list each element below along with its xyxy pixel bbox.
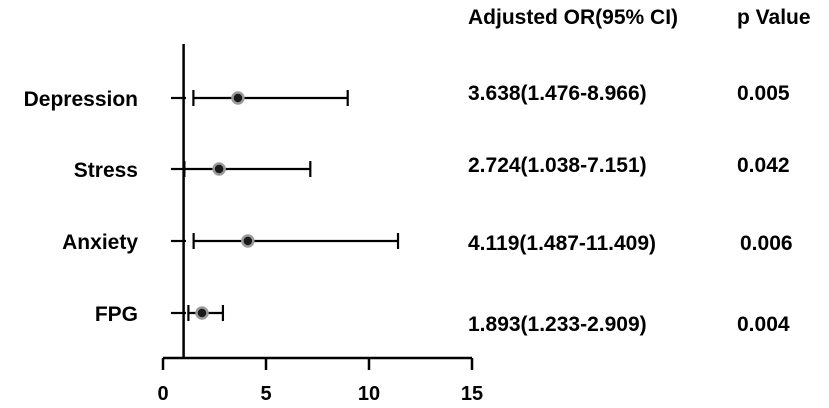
p-value-stress: 0.042 [737, 154, 790, 177]
or-point-anxiety [241, 234, 255, 248]
row-fpg: FPG 1.893(1.233-2.909) 0.004 [95, 303, 790, 336]
row-label-fpg: FPG [95, 303, 138, 326]
rows-layer: Depression 3.638(1.476-8.966) 0.005 Stress 2… [24, 82, 793, 336]
x-tick-label-15: 15 [461, 383, 483, 405]
p-value-depression: 0.005 [737, 82, 790, 105]
row-depression: Depression 3.638(1.476-8.966) 0.005 [24, 82, 790, 111]
estimate-column-header: Adjusted OR(95% CI) [468, 6, 678, 29]
or-point-depression [231, 91, 245, 105]
or-point-stress [212, 162, 226, 176]
p-value-fpg: 0.004 [737, 313, 790, 336]
row-label-stress: Stress [74, 159, 138, 182]
estimate-text-fpg: 1.893(1.233-2.909) [468, 313, 647, 336]
p-value-column-header: p Value [737, 6, 811, 29]
row-label-anxiety: Anxiety [62, 231, 138, 254]
estimate-text-anxiety: 4.119(1.487-11.409) [468, 232, 656, 255]
p-value-anxiety: 0.006 [740, 232, 793, 255]
x-tick-label-10: 10 [358, 383, 380, 405]
estimate-text-depression: 3.638(1.476-8.966) [468, 82, 647, 105]
row-anxiety: Anxiety 4.119(1.487-11.409) 0.006 [62, 231, 792, 255]
axis-layer: 0 5 10 15 [157, 44, 483, 405]
row-label-depression: Depression [24, 88, 138, 111]
estimate-text-stress: 2.724(1.038-7.151) [468, 154, 647, 177]
or-point-fpg [195, 306, 209, 320]
row-stress: Stress 2.724(1.038-7.151) 0.042 [74, 154, 790, 182]
x-tick-label-5: 5 [260, 383, 271, 405]
x-tick-label-0: 0 [157, 383, 168, 405]
